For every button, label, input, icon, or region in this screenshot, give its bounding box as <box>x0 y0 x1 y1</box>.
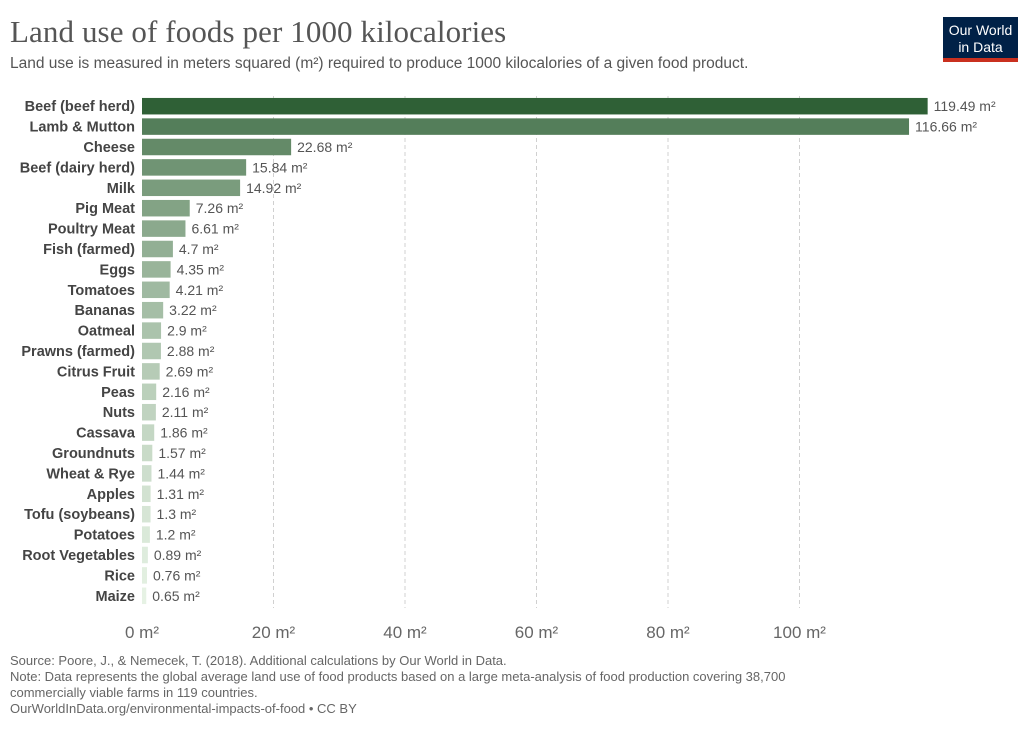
bar[interactable] <box>142 240 173 258</box>
category-label: Oatmeal <box>78 324 135 340</box>
value-label: 2.11 m² <box>162 404 209 420</box>
bar[interactable] <box>142 587 147 605</box>
category-label: Cheese <box>83 140 135 156</box>
value-label: 4.21 m² <box>176 282 224 298</box>
category-label: Beef (dairy herd) <box>20 160 135 176</box>
bar[interactable] <box>142 179 241 197</box>
bar-chart: Beef (beef herd) Lamb & Mutton Cheese Beef … <box>20 96 996 642</box>
bar[interactable] <box>142 546 148 564</box>
category-label: Tofu (soybeans) <box>24 507 135 523</box>
bar[interactable] <box>142 261 171 278</box>
value-label: 1.2 m² <box>156 527 196 543</box>
category-label: Maize <box>96 589 136 605</box>
x-axis-tick-labels: 0 m² 20 m² 40 m² 60 m² 80 m² 100 m² <box>125 623 826 642</box>
x-tick-label: 100 m² <box>773 623 826 642</box>
x-tick-label: 80 m² <box>646 623 690 642</box>
value-label: 0.65 m² <box>152 588 200 604</box>
bar[interactable] <box>142 301 164 319</box>
x-tick-label: 40 m² <box>383 623 427 642</box>
category-label: Citrus Fruit <box>57 364 135 380</box>
value-label: 7.26 m² <box>196 200 244 216</box>
bar[interactable] <box>142 485 151 503</box>
bar[interactable] <box>142 567 147 584</box>
bar[interactable] <box>142 342 161 360</box>
category-label: Poultry Meat <box>48 222 135 238</box>
value-label: 22.68 m² <box>297 139 353 155</box>
category-label: Bananas <box>75 303 135 319</box>
value-labels: 119.49 m² 116.66 m² 22.68 m² 15.84 m² 14.92 … <box>152 98 996 604</box>
bar[interactable] <box>142 159 247 176</box>
category-label: Beef (beef herd) <box>25 99 136 115</box>
bar[interactable] <box>142 526 150 543</box>
logo-text-line2: in Data <box>958 39 1003 55</box>
bar[interactable] <box>142 465 152 482</box>
category-label: Root Vegetables <box>22 548 135 564</box>
bars <box>142 97 928 605</box>
bar[interactable] <box>142 138 292 156</box>
category-label: Nuts <box>103 405 135 421</box>
category-label: Cassava <box>76 426 136 442</box>
logo-text-line1: Our World <box>948 22 1013 38</box>
x-tick-label: 20 m² <box>252 623 296 642</box>
value-label: 6.61 m² <box>191 221 239 237</box>
value-label: 119.49 m² <box>934 98 996 114</box>
value-label: 3.22 m² <box>169 302 217 318</box>
bar[interactable] <box>142 424 155 441</box>
category-label: Groundnuts <box>52 446 135 462</box>
category-label: Lamb & Mutton <box>29 120 135 136</box>
data-note: Note: Data represents the global average… <box>10 669 786 700</box>
x-tick-label: 0 m² <box>125 623 159 642</box>
category-label: Peas <box>101 385 135 401</box>
bar[interactable] <box>142 505 151 523</box>
grid-lines <box>273 96 800 608</box>
bar[interactable] <box>142 322 162 339</box>
chart-title: Land use of foods per 1000 kilocalories <box>10 14 507 49</box>
value-label: 0.89 m² <box>154 547 202 563</box>
value-label: 1.3 m² <box>157 506 197 522</box>
source-note: Source: Poore, J., & Nemecek, T. (2018).… <box>10 653 507 668</box>
value-label: 1.86 m² <box>160 425 208 441</box>
category-label: Potatoes <box>74 528 135 544</box>
owid-logo[interactable]: Our World in Data <box>943 17 1018 62</box>
category-label: Fish (farmed) <box>43 242 135 258</box>
category-label: Rice <box>104 568 135 584</box>
value-label: 2.9 m² <box>167 323 207 339</box>
category-label: Milk <box>107 181 136 197</box>
bar[interactable] <box>142 220 186 237</box>
bar[interactable] <box>142 97 928 115</box>
bar[interactable] <box>142 444 153 462</box>
category-label: Wheat & Rye <box>46 466 135 482</box>
category-label: Pig Meat <box>75 201 135 217</box>
value-label: 2.69 m² <box>166 363 214 379</box>
value-label: 0.76 m² <box>153 567 201 583</box>
value-label: 1.31 m² <box>157 486 205 502</box>
x-tick-label: 60 m² <box>515 623 559 642</box>
bar[interactable] <box>142 118 910 135</box>
chart-subtitle: Land use is measured in meters squared (… <box>10 55 749 72</box>
bar[interactable] <box>142 363 160 380</box>
bar[interactable] <box>142 383 157 401</box>
value-label: 4.7 m² <box>179 241 219 257</box>
value-label: 2.88 m² <box>167 343 215 359</box>
category-label: Prawns (farmed) <box>21 344 135 360</box>
value-label: 1.44 m² <box>157 465 205 481</box>
category-label: Tomatoes <box>68 283 135 299</box>
value-label: 4.35 m² <box>177 261 225 277</box>
value-label: 15.84 m² <box>252 159 308 175</box>
value-label: 116.66 m² <box>915 119 977 135</box>
bar[interactable] <box>142 281 170 299</box>
category-label: Eggs <box>100 262 135 278</box>
logo-accent-bar <box>943 58 1018 62</box>
value-label: 1.57 m² <box>158 445 206 461</box>
value-label: 14.92 m² <box>246 180 302 196</box>
value-label: 2.16 m² <box>162 384 210 400</box>
footer: Source: Poore, J., & Nemecek, T. (2018).… <box>10 653 1010 717</box>
bar[interactable] <box>142 403 156 421</box>
source-url[interactable]: OurWorldInData.org/environmental-impacts… <box>10 701 357 716</box>
category-label: Apples <box>87 487 135 503</box>
category-labels: Beef (beef herd) Lamb & Mutton Cheese Beef … <box>20 99 136 605</box>
bar[interactable] <box>142 199 190 217</box>
